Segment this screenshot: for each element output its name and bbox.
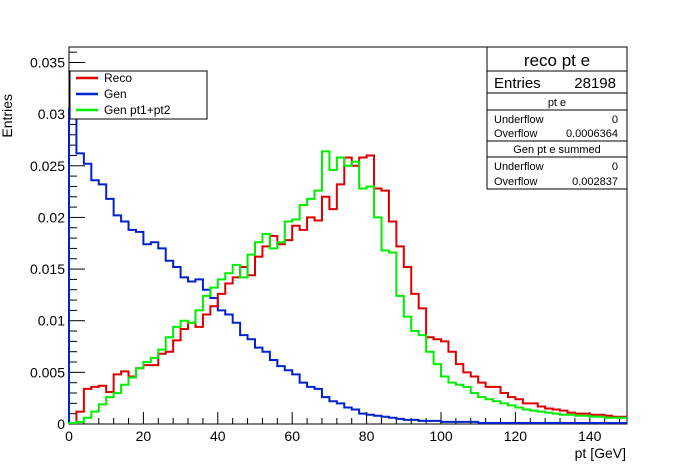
y-tick-label: 0.02 [38,209,65,225]
x-tick-label: 0 [65,428,73,444]
x-tick-label: 120 [504,428,528,444]
series-line-gen-pt1-pt2 [68,150,627,424]
stats-entries-value: 28198 [574,75,616,92]
stats-entries-label: Entries [494,75,541,92]
x-axis: 0 20 40 60 80 100 120 140 [65,412,621,444]
stats-section1-underflow-label: Underflow [494,114,544,126]
legend-label-reco: Reco [104,71,132,85]
legend: Reco Gen Gen pt1+pt2 [69,70,208,120]
series-line-gen [68,107,627,424]
stats-section2-title: Gen pt e summed [513,144,600,156]
legend-label-gen: Gen [104,87,127,101]
y-tick-label: 0.035 [30,54,65,70]
y-axis-label: Entries [0,94,15,138]
stats-section2-underflow-label: Underflow [494,161,544,173]
stats-section1-underflow-value: 0 [612,114,618,126]
y-tick-label: 0 [57,416,65,432]
stats-section1-overflow-value: 0.0006364 [566,128,618,140]
y-tick-label: 0.005 [30,364,65,380]
x-tick-label: 80 [359,428,375,444]
stats-section1-title: pt e [548,97,566,109]
x-tick-label: 20 [136,428,152,444]
x-tick-label: 100 [429,428,453,444]
y-tick-label: 0.03 [38,106,65,122]
legend-label-gen-sum: Gen pt1+pt2 [104,103,171,117]
stats-section2-overflow-label: Overflow [494,176,537,188]
x-tick-label: 40 [210,428,226,444]
y-tick-label: 0.025 [30,158,65,174]
series-line-reco [68,154,627,424]
stats-section1-overflow-label: Overflow [494,128,537,140]
stats-section2-overflow-value: 0.002837 [572,176,618,188]
stats-section2-underflow-value: 0 [612,161,618,173]
x-tick-label: 140 [578,428,602,444]
series-layer [68,107,627,424]
y-axis: 0 0.005 0.01 0.015 0.02 0.025 0.03 0.035 [30,51,85,432]
x-axis-label: pt [GeV] [575,445,626,461]
y-tick-label: 0.015 [30,261,65,277]
stats-title: reco pt e [524,51,590,70]
stats-box: reco pt e Entries 28198 pt e Underflow 0… [486,46,628,190]
y-tick-label: 0.01 [38,313,65,329]
x-tick-label: 60 [284,428,300,444]
